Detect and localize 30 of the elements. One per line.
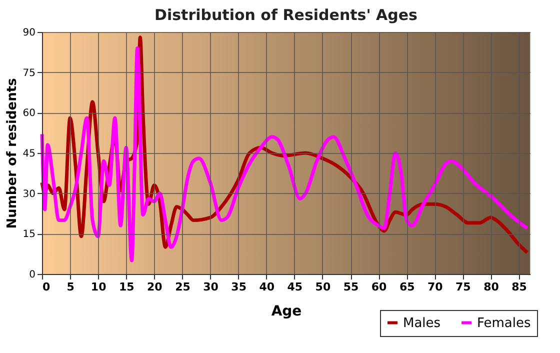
x-tick-label: 20 xyxy=(147,280,163,294)
legend-label: Males xyxy=(403,316,441,331)
x-tick-label: 25 xyxy=(175,280,190,294)
legend-label: Females xyxy=(477,316,532,331)
x-tick-label: 70 xyxy=(427,280,444,294)
x-tick-label: 55 xyxy=(343,280,359,294)
x-tick-label: 45 xyxy=(287,280,303,294)
x-tick-label: 80 xyxy=(484,280,500,294)
x-tick-label: 30 xyxy=(203,280,219,294)
y-tick-label: 90 xyxy=(22,28,36,38)
x-axis-title: Age xyxy=(271,304,302,320)
x-tick-label: 60 xyxy=(371,280,388,294)
chart-title: Distribution of Residents' Ages xyxy=(154,6,418,24)
y-tick-label: 75 xyxy=(22,68,36,79)
x-tick-label: 15 xyxy=(118,280,134,294)
x-tick-label: 40 xyxy=(259,280,275,294)
x-tick-label: 65 xyxy=(399,280,415,294)
x-tick-label: 5 xyxy=(66,280,74,294)
y-tick-label: 0 xyxy=(29,270,36,280)
y-axis-title: Number of residents xyxy=(4,78,20,229)
y-tick-label: 15 xyxy=(22,229,36,240)
x-tick-label: 35 xyxy=(231,280,246,294)
x-tick-label: 75 xyxy=(456,280,471,294)
x-tick-label: 85 xyxy=(512,280,527,294)
y-tick-label: 30 xyxy=(22,188,36,200)
x-tick-label: 10 xyxy=(90,280,107,294)
x-tick-label: 50 xyxy=(315,280,331,294)
y-tick-label: 60 xyxy=(22,108,36,120)
y-tick-label: 45 xyxy=(22,148,36,160)
x-tick-label: 0 xyxy=(42,280,50,294)
